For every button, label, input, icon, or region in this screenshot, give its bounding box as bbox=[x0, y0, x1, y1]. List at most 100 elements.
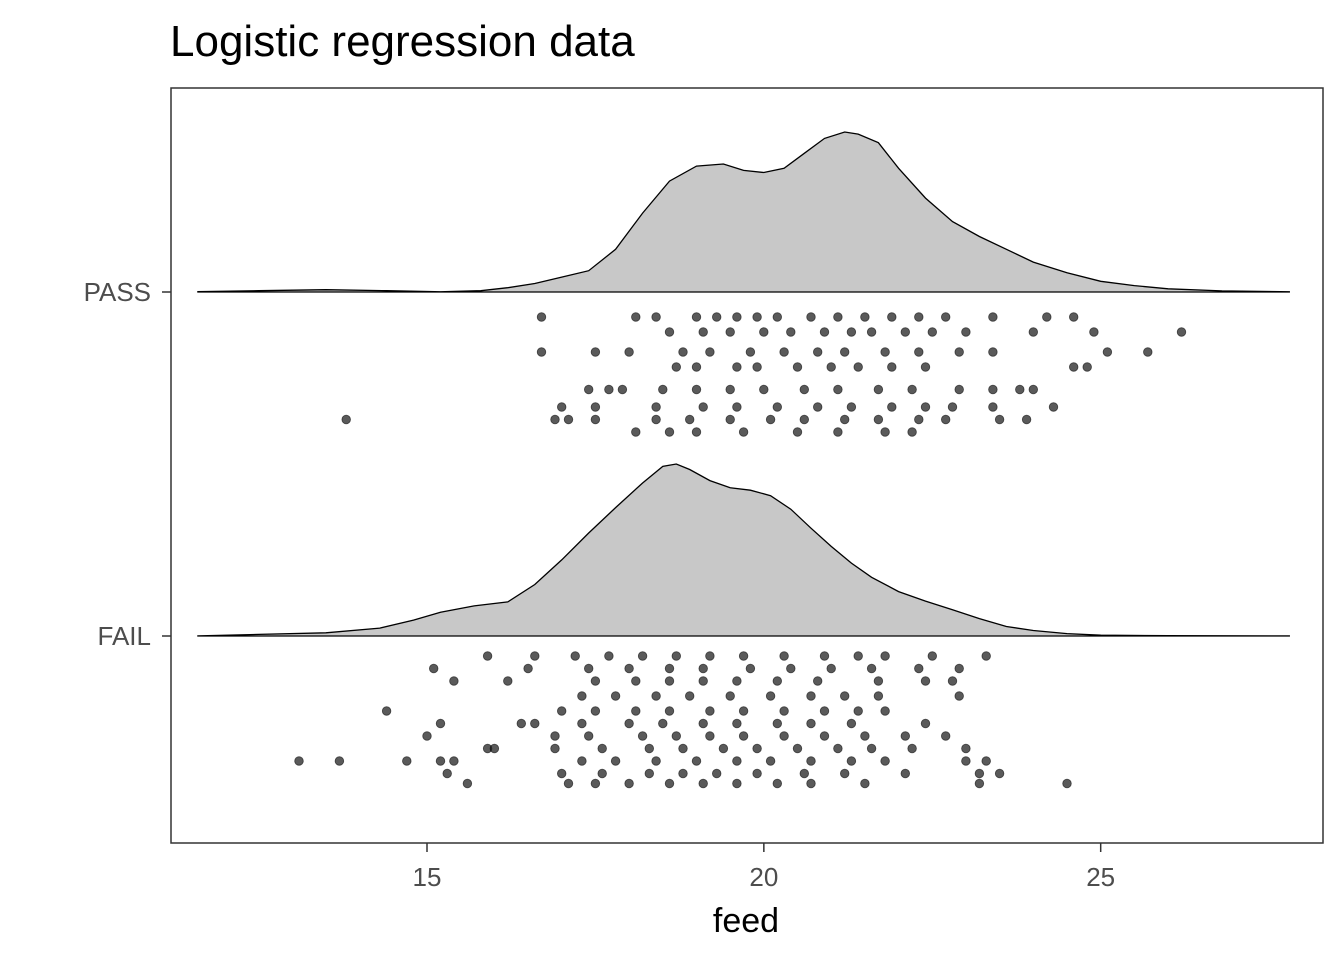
data-point bbox=[429, 663, 439, 674]
data-point bbox=[584, 384, 594, 395]
data-point bbox=[637, 731, 648, 741]
data-point bbox=[745, 347, 756, 357]
data-point bbox=[988, 402, 998, 412]
data-point bbox=[880, 756, 890, 766]
data-point bbox=[597, 743, 607, 754]
data-point bbox=[725, 384, 735, 395]
data-point bbox=[738, 706, 749, 716]
data-point bbox=[631, 676, 641, 686]
data-point bbox=[658, 384, 668, 395]
data-point bbox=[610, 691, 621, 701]
data-point bbox=[819, 731, 830, 741]
data-point bbox=[617, 384, 628, 395]
data-point bbox=[988, 347, 998, 357]
data-point bbox=[530, 651, 540, 661]
data-point bbox=[806, 718, 816, 729]
data-point bbox=[590, 414, 601, 425]
data-point bbox=[664, 778, 675, 789]
data-point bbox=[873, 384, 884, 395]
data-point bbox=[712, 312, 722, 322]
data-point bbox=[631, 706, 641, 716]
data-point bbox=[678, 347, 688, 357]
data-point bbox=[772, 778, 783, 789]
data-point bbox=[806, 756, 816, 766]
data-point bbox=[718, 743, 729, 754]
data-point bbox=[590, 347, 601, 357]
data-point bbox=[550, 414, 560, 425]
data-point bbox=[651, 756, 661, 766]
data-point bbox=[631, 427, 641, 437]
data-point bbox=[772, 676, 783, 686]
data-point bbox=[866, 327, 877, 337]
data-point bbox=[664, 427, 675, 437]
data-point bbox=[846, 718, 857, 729]
data-point bbox=[920, 402, 931, 412]
data-point bbox=[563, 778, 574, 789]
data-point bbox=[664, 327, 675, 337]
chart-title: Logistic regression data bbox=[170, 17, 635, 66]
data-point bbox=[826, 362, 836, 372]
data-point bbox=[462, 778, 473, 789]
data-point bbox=[590, 778, 601, 789]
data-point bbox=[907, 427, 917, 437]
data-point bbox=[941, 312, 951, 322]
data-point bbox=[853, 362, 863, 372]
data-point bbox=[698, 402, 708, 412]
data-point bbox=[705, 706, 715, 716]
data-point bbox=[738, 651, 749, 661]
x-tick-label: 25 bbox=[1086, 862, 1115, 892]
data-point bbox=[604, 384, 614, 395]
data-point bbox=[651, 691, 661, 701]
data-point bbox=[624, 347, 634, 357]
data-point bbox=[732, 778, 742, 789]
data-point bbox=[954, 384, 964, 395]
data-point bbox=[698, 778, 708, 789]
data-point bbox=[887, 402, 897, 412]
data-point bbox=[833, 384, 843, 395]
data-point bbox=[880, 651, 890, 661]
data-point bbox=[840, 414, 850, 425]
data-point bbox=[577, 756, 587, 766]
data-point bbox=[449, 676, 459, 686]
data-point bbox=[637, 651, 648, 661]
data-point bbox=[860, 778, 870, 789]
data-point bbox=[550, 731, 560, 741]
data-point bbox=[887, 312, 897, 322]
data-point bbox=[557, 768, 567, 779]
data-point bbox=[644, 768, 655, 779]
data-point bbox=[826, 663, 836, 674]
data-point bbox=[402, 756, 412, 766]
y-tick-label: PASS bbox=[84, 277, 151, 307]
data-point bbox=[974, 768, 985, 779]
data-point bbox=[698, 676, 708, 686]
data-point bbox=[846, 327, 857, 337]
data-point bbox=[1102, 347, 1113, 357]
data-point bbox=[678, 743, 688, 754]
data-point bbox=[442, 768, 452, 779]
data-point bbox=[732, 362, 742, 372]
data-point bbox=[738, 731, 749, 741]
data-point bbox=[536, 312, 547, 322]
data-point bbox=[691, 427, 702, 437]
data-point bbox=[765, 756, 776, 766]
data-point bbox=[840, 768, 850, 779]
group-pass bbox=[197, 131, 1290, 437]
data-point bbox=[961, 756, 971, 766]
data-point bbox=[597, 768, 607, 779]
data-point bbox=[947, 676, 958, 686]
data-point bbox=[584, 731, 594, 741]
data-point bbox=[752, 362, 762, 372]
data-point bbox=[334, 756, 345, 766]
data-point bbox=[961, 743, 971, 754]
data-point bbox=[907, 743, 917, 754]
data-point bbox=[557, 706, 567, 716]
data-point bbox=[786, 327, 796, 337]
data-point bbox=[624, 718, 634, 729]
data-point bbox=[880, 347, 890, 357]
data-point bbox=[651, 312, 661, 322]
data-point bbox=[920, 676, 931, 686]
data-point bbox=[846, 756, 857, 766]
data-point bbox=[860, 312, 870, 322]
data-point bbox=[853, 651, 863, 661]
data-point bbox=[678, 768, 688, 779]
